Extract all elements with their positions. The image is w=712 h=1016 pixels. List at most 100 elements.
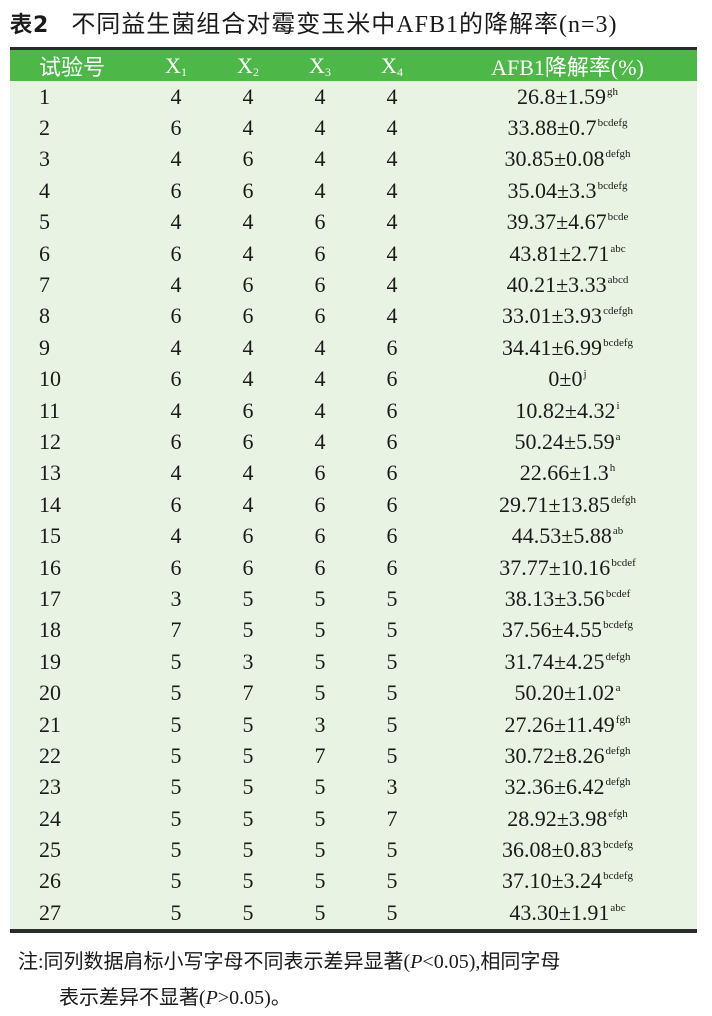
cell-afb1-rate: 22.66±1.3h bbox=[428, 460, 697, 486]
cell-x1: 4 bbox=[170, 272, 182, 298]
cell-x3: 4 bbox=[314, 83, 326, 109]
cell-trial-no: 21 bbox=[39, 711, 61, 737]
cell-x3: 4 bbox=[314, 146, 326, 172]
cell-x1: 6 bbox=[170, 115, 182, 141]
cell-afb1-rate: 36.08±0.83bcdefg bbox=[428, 837, 697, 863]
significance-letters: abc bbox=[610, 242, 626, 255]
cell-x4: 7 bbox=[386, 805, 398, 831]
cell-x4: 4 bbox=[386, 272, 398, 298]
cell-x1: 5 bbox=[170, 899, 182, 925]
cell-trial-no: 9 bbox=[39, 334, 50, 360]
cell-x2: 7 bbox=[242, 680, 254, 706]
cell-x3: 5 bbox=[314, 774, 326, 800]
table-number: 表2 bbox=[10, 13, 50, 38]
table-row: 3 4 6 4 4 30.85±0.08defgh bbox=[10, 144, 697, 175]
table-row: 20 5 7 5 5 50.20±1.02a bbox=[10, 677, 697, 708]
cell-trial-no: 11 bbox=[39, 397, 61, 423]
cell-x4: 3 bbox=[386, 774, 398, 800]
cell-x2: 5 bbox=[242, 774, 254, 800]
table-row: 13 4 4 6 6 22.66±1.3h bbox=[10, 458, 697, 489]
significance-letters: bcdef bbox=[611, 556, 636, 569]
cell-x2: 6 bbox=[242, 428, 254, 454]
rate-value: 26.8±1.59 bbox=[516, 83, 607, 109]
cell-x1: 6 bbox=[170, 177, 182, 203]
cell-x4: 5 bbox=[386, 648, 398, 674]
cell-x2: 6 bbox=[242, 177, 254, 203]
table-row: 15 4 6 6 6 44.53±5.88ab bbox=[10, 520, 697, 551]
note-line-2: 表示差异不显著(P>0.05)。 bbox=[59, 987, 291, 1009]
cell-trial-no: 24 bbox=[39, 805, 61, 831]
rate-value: 33.01±3.93 bbox=[501, 303, 603, 329]
cell-x2: 5 bbox=[242, 585, 254, 611]
cell-afb1-rate: 50.24±5.59a bbox=[428, 429, 697, 455]
cell-afb1-rate: 37.56±4.55bcdefg bbox=[428, 617, 697, 643]
rate-value: 38.13±3.56 bbox=[504, 585, 605, 611]
cell-x4: 6 bbox=[386, 460, 398, 486]
table-row: 24 5 5 5 7 28.92±3.98efgh bbox=[10, 803, 697, 834]
cell-x1: 5 bbox=[170, 711, 182, 737]
cell-x4: 6 bbox=[386, 491, 398, 517]
cell-x1: 4 bbox=[170, 334, 182, 360]
cell-x2: 4 bbox=[242, 240, 254, 266]
cell-x4: 5 bbox=[386, 868, 398, 894]
cell-afb1-rate: 34.41±6.99bcdefg bbox=[428, 335, 697, 361]
cell-afb1-rate: 35.04±3.3bcdefg bbox=[428, 178, 697, 204]
cell-x4: 6 bbox=[386, 334, 398, 360]
cell-trial-no: 7 bbox=[39, 272, 50, 298]
cell-x2: 4 bbox=[242, 334, 254, 360]
cell-x4: 4 bbox=[386, 115, 398, 141]
significance-letters: j bbox=[583, 368, 587, 381]
rate-value: 37.56±4.55 bbox=[501, 617, 603, 643]
cell-x1: 4 bbox=[170, 146, 182, 172]
cell-x3: 4 bbox=[314, 366, 326, 392]
cell-trial-no: 25 bbox=[39, 837, 61, 863]
table-row: 25 5 5 5 5 36.08±0.83bcdefg bbox=[10, 834, 697, 865]
cell-x1: 6 bbox=[170, 303, 182, 329]
significance-letters: defgh bbox=[605, 650, 631, 663]
cell-x3: 7 bbox=[314, 742, 326, 768]
cell-afb1-rate: 37.77±10.16bcdef bbox=[428, 555, 697, 581]
cell-x1: 6 bbox=[170, 554, 182, 580]
cell-afb1-rate: 27.26±11.49fgh bbox=[428, 712, 697, 738]
cell-x4: 6 bbox=[386, 397, 398, 423]
significance-letters: cdefgh bbox=[603, 305, 633, 318]
cell-afb1-rate: 26.8±1.59gh bbox=[428, 84, 697, 110]
cell-x2: 4 bbox=[242, 491, 254, 517]
table-row: 17 3 5 5 5 38.13±3.56bcdef bbox=[10, 583, 697, 614]
cell-x4: 4 bbox=[386, 303, 398, 329]
cell-trial-no: 2 bbox=[39, 115, 50, 141]
table-row: 14 6 4 6 6 29.71±13.85defgh bbox=[10, 489, 697, 520]
cell-trial-no: 6 bbox=[39, 240, 50, 266]
significance-letters: bcdefg bbox=[603, 619, 633, 632]
cell-trial-no: 16 bbox=[39, 554, 61, 580]
cell-x4: 4 bbox=[386, 146, 398, 172]
cell-x3: 4 bbox=[314, 397, 326, 423]
cell-afb1-rate: 33.88±0.7bcdefg bbox=[428, 115, 697, 141]
cell-afb1-rate: 28.92±3.98efgh bbox=[428, 806, 697, 832]
cell-trial-no: 1 bbox=[39, 83, 50, 109]
cell-x2: 6 bbox=[242, 523, 254, 549]
table-row: 10 6 4 4 6 0±0j bbox=[10, 364, 697, 395]
rate-value: 32.36±6.42 bbox=[504, 774, 605, 800]
cell-x3: 4 bbox=[314, 115, 326, 141]
cell-trial-no: 23 bbox=[39, 774, 61, 800]
cell-trial-no: 15 bbox=[39, 523, 61, 549]
header-x1: X1 bbox=[165, 52, 187, 79]
cell-x3: 5 bbox=[314, 837, 326, 863]
cell-x3: 4 bbox=[314, 177, 326, 203]
cell-x4: 6 bbox=[386, 366, 398, 392]
rate-value: 34.41±6.99 bbox=[501, 334, 603, 360]
significance-letters: gh bbox=[607, 85, 619, 98]
rate-value: 28.92±3.98 bbox=[507, 805, 608, 831]
cell-trial-no: 5 bbox=[39, 209, 50, 235]
table-note: 注:同列数据肩标小写字母不同表示差异显著(P<0.05),相同字母 表示差异不显… bbox=[18, 944, 708, 1016]
significance-letters: bcdefg bbox=[597, 179, 628, 192]
significance-letters: bcdefg bbox=[597, 117, 628, 130]
table-row: 11 4 6 4 6 10.82±4.32i bbox=[10, 395, 697, 426]
table-row: 16 6 6 6 6 37.77±10.16bcdef bbox=[10, 552, 697, 583]
significance-letters: abc bbox=[610, 901, 626, 914]
cell-trial-no: 14 bbox=[39, 491, 61, 517]
header-trial-no: 试验号 bbox=[39, 55, 106, 80]
cell-x1: 4 bbox=[170, 523, 182, 549]
header-x4: X4 bbox=[381, 52, 403, 79]
